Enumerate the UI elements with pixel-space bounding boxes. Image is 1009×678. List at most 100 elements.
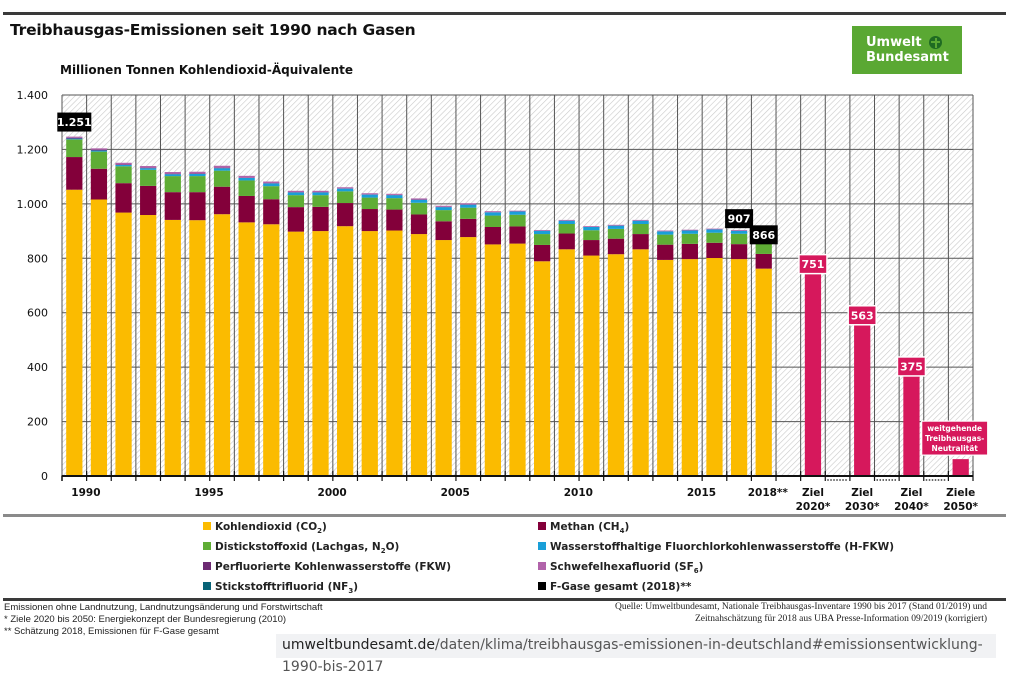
bar-segment <box>362 231 378 476</box>
bar-segment <box>312 207 328 231</box>
target-x-label: 2030* <box>845 501 880 513</box>
total-label: 907 <box>728 213 751 226</box>
bar-segment <box>91 150 107 151</box>
bar-segment <box>657 260 673 476</box>
bar-segment <box>632 234 648 249</box>
bar-segment <box>559 221 575 224</box>
bar-segment <box>214 171 230 187</box>
logo-line1: Umwelt <box>866 35 922 50</box>
target-label: Treibhausgas- <box>925 434 984 443</box>
bar-segment <box>731 244 747 259</box>
bar-segment <box>731 234 747 244</box>
legend-item: F-Gase gesamt (2018)** <box>538 581 691 593</box>
target-x-label: Ziele <box>946 487 975 499</box>
bar-segment <box>411 214 427 234</box>
bar-segment <box>509 211 525 214</box>
bar-segment <box>189 173 205 174</box>
bar-segment <box>756 269 772 476</box>
bar-segment <box>312 192 328 195</box>
target-bar <box>953 459 969 476</box>
y-tick-label: 1.200 <box>17 143 49 156</box>
legend-item: Stickstofftrifluorid (NF3) <box>203 581 358 595</box>
legend-swatch <box>538 562 546 570</box>
bar-segment <box>731 230 747 231</box>
bar-segment <box>436 206 452 207</box>
footer-divider <box>3 598 1006 601</box>
bar-segment <box>189 220 205 476</box>
legend-swatch <box>203 542 211 550</box>
bar-segment <box>140 215 156 476</box>
legend-label: Schwefelhexafluorid (SF6) <box>550 561 703 573</box>
bar-segment <box>534 230 550 231</box>
bar-segment <box>239 180 255 196</box>
legend-label: Methan (CH4) <box>550 521 629 533</box>
bar-segment <box>608 225 624 226</box>
bar-segment <box>214 168 230 170</box>
bar-segment <box>165 174 181 175</box>
bar-segment <box>436 207 452 210</box>
tree-icon <box>929 36 942 49</box>
bar-segment <box>165 176 181 192</box>
bar-segment <box>632 224 648 234</box>
source-line1: Quelle: Umweltbundesamt, Nationale Treib… <box>615 602 987 612</box>
bar-segment <box>386 231 402 476</box>
bar-segment <box>263 186 279 199</box>
bar-segment <box>583 230 599 240</box>
bar-segment <box>288 191 304 192</box>
bar-segment <box>115 183 131 212</box>
x-tick-label: 2015 <box>687 487 716 499</box>
bar-segment <box>509 226 525 243</box>
bar-segment <box>91 200 107 476</box>
bar-segment <box>337 191 353 203</box>
target-bar <box>854 323 870 476</box>
url-domain: umweltbundesamt.de <box>282 637 435 653</box>
bar-segment <box>485 216 501 227</box>
legend-item: Kohlendioxid (CO2) <box>203 521 327 535</box>
bar-segment <box>115 166 131 183</box>
legend-label: Wasserstoffhaltige Fluorchlorkohlenwasse… <box>550 541 894 553</box>
bar-segment <box>436 221 452 240</box>
bar-segment <box>534 261 550 476</box>
bar-segment <box>632 220 648 221</box>
bar-segment <box>140 166 156 168</box>
target-x-label: 2050* <box>943 501 978 513</box>
bar-segment <box>115 163 131 165</box>
bar-segment <box>509 211 525 212</box>
y-tick-label: 0 <box>41 470 48 483</box>
bar-segment <box>559 224 575 234</box>
bar-segment <box>706 258 722 476</box>
target-bar <box>903 374 919 476</box>
bar-segment <box>706 233 722 243</box>
url-tooltip[interactable]: umweltbundesamt.de/daten/klima/treibhaus… <box>276 634 996 658</box>
bar-segment <box>66 157 82 190</box>
bar-segment <box>632 249 648 476</box>
target-x-label: Ziel <box>802 487 824 499</box>
bar-segment <box>140 168 156 170</box>
bar-segment <box>657 231 673 232</box>
y-tick-label: 400 <box>27 361 48 374</box>
x-tick-label: 2000 <box>318 487 347 499</box>
legend-swatch <box>203 582 211 590</box>
bar-segment <box>756 244 772 254</box>
bar-segment <box>165 192 181 220</box>
y-tick-label: 200 <box>27 416 48 429</box>
bar-segment <box>583 227 599 230</box>
legend-label: F-Gase gesamt (2018)** <box>550 581 691 593</box>
bar-segment <box>682 244 698 259</box>
bar-segment <box>682 259 698 476</box>
bar-segment <box>91 148 107 149</box>
bar-segment <box>165 220 181 476</box>
bar-segment <box>263 199 279 224</box>
bar-segment <box>312 191 328 192</box>
target-label: 751 <box>801 258 824 271</box>
bar-segment <box>337 226 353 476</box>
bar-segment <box>362 195 378 198</box>
bar-segment <box>288 195 304 207</box>
bar-segment <box>583 226 599 227</box>
x-tick-label: 1995 <box>194 487 223 499</box>
bar-segment <box>682 230 698 231</box>
bar-segment <box>608 239 624 255</box>
bar-segment <box>312 195 328 207</box>
bar-segment <box>608 226 624 229</box>
